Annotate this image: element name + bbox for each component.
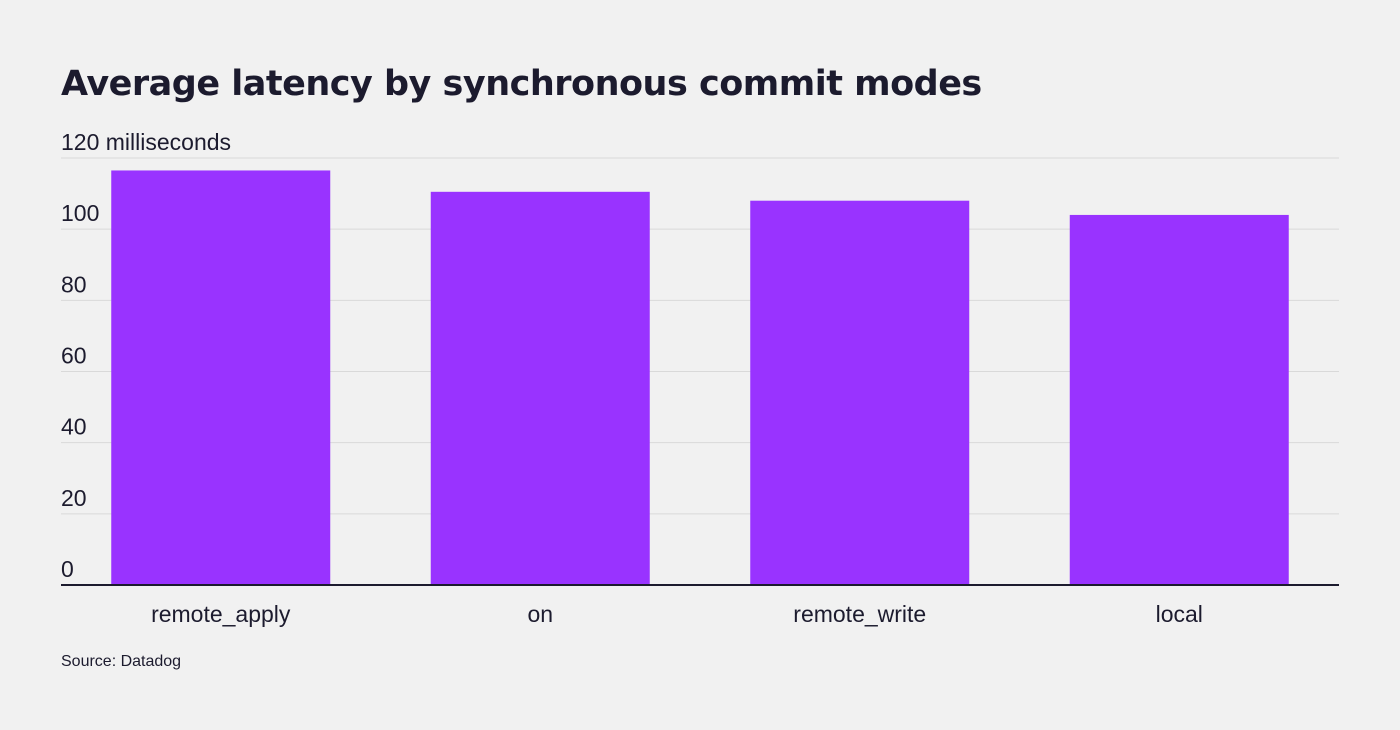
chart-title: Average latency by synchronous commit mo… bbox=[61, 64, 982, 104]
bar bbox=[1069, 214, 1289, 585]
x-category-label: local bbox=[1156, 601, 1203, 627]
y-tick-label: 60 bbox=[61, 343, 87, 369]
y-tick-label: 0 bbox=[61, 556, 74, 582]
y-tick-label: 20 bbox=[61, 485, 87, 511]
x-category-label: remote_write bbox=[793, 601, 926, 627]
y-tick-label: 40 bbox=[61, 414, 87, 440]
labels: 0 20 40 60 80 100 120 milliseconds remote_apply… bbox=[61, 129, 1203, 627]
y-tick-label: 100 bbox=[61, 200, 99, 226]
y-tick-label: 120 milliseconds bbox=[61, 129, 231, 155]
y-tick-label: 80 bbox=[61, 271, 87, 297]
bar bbox=[750, 200, 970, 585]
bar bbox=[430, 191, 650, 585]
x-category-label: on bbox=[527, 601, 553, 627]
x-category-label: remote_apply bbox=[151, 601, 291, 627]
bar bbox=[111, 170, 331, 585]
bars bbox=[111, 170, 1289, 585]
source-note: Source: Datadog bbox=[61, 653, 182, 670]
